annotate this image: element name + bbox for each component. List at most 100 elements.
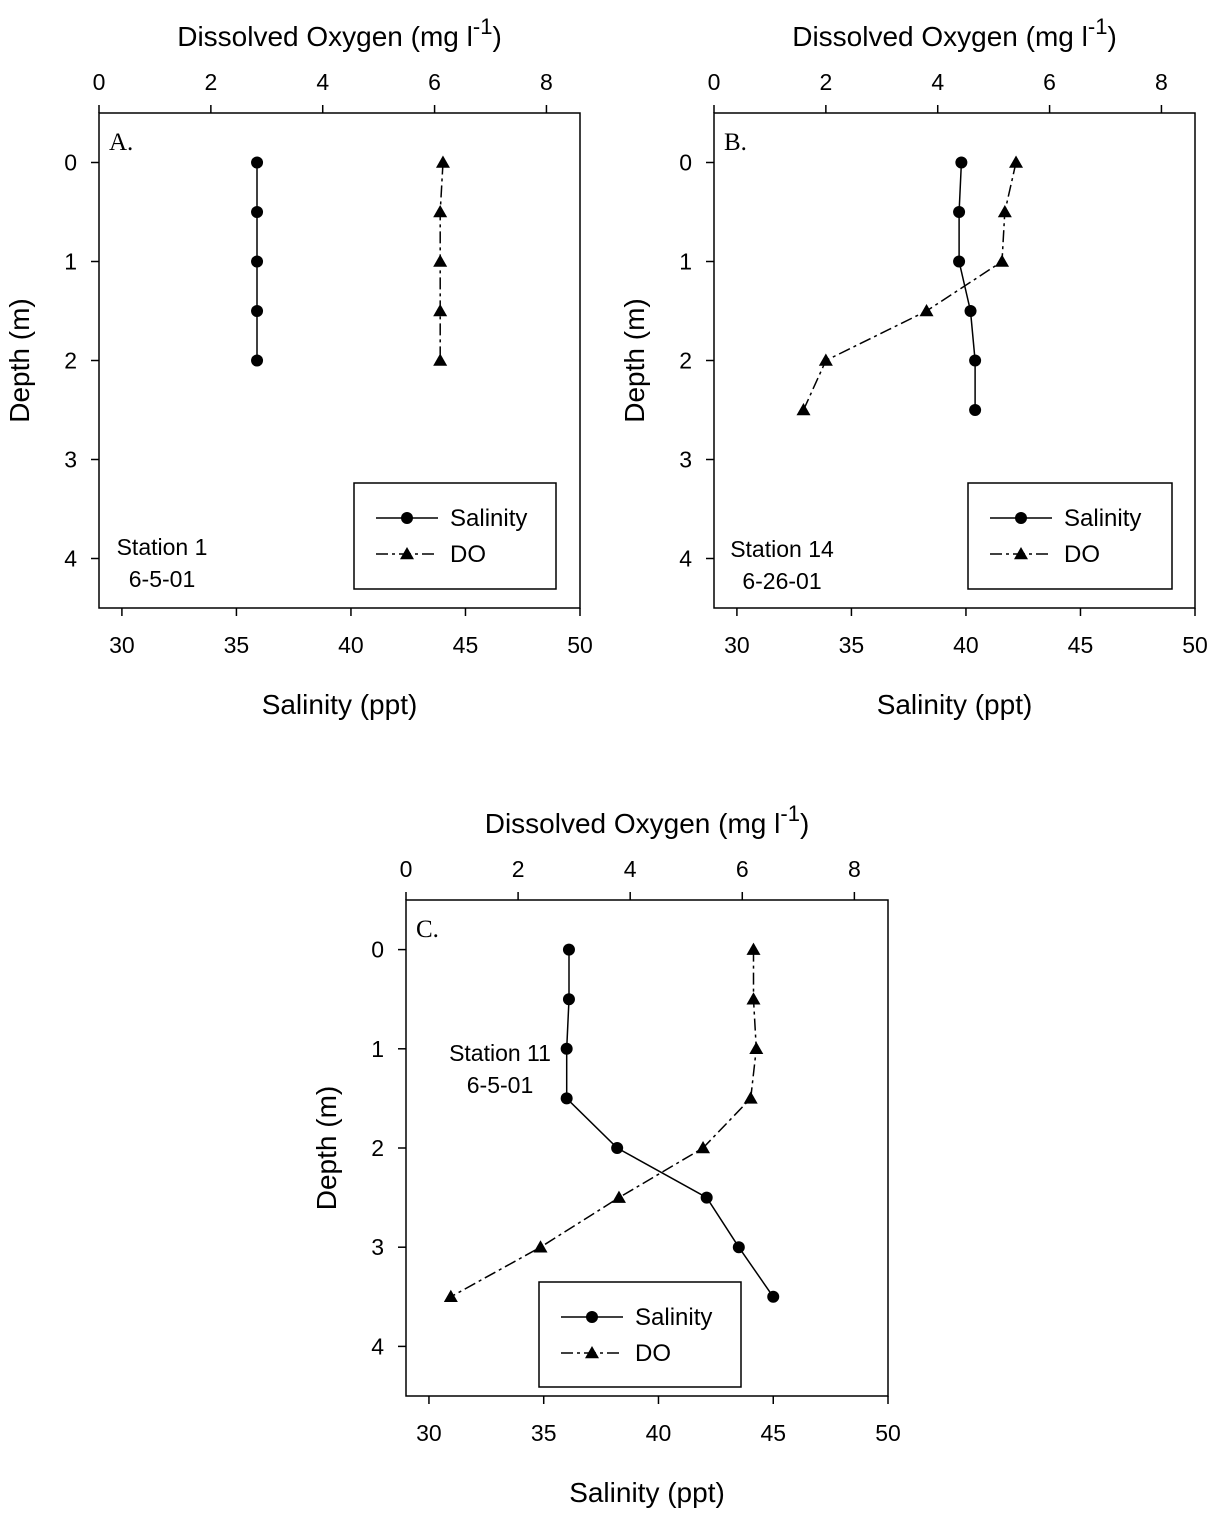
panel-letter: A. (109, 129, 133, 156)
x-bottom-tick-label: 40 (953, 632, 979, 658)
x-bottom-axis-title: Salinity (ppt) (569, 1477, 725, 1508)
y-tick-label: 0 (371, 937, 384, 963)
salinity-point (611, 1142, 624, 1154)
x-top-axis-title-main: Dissolved Oxygen (mg l (177, 21, 473, 52)
x-bottom-tick-label: 45 (760, 1420, 786, 1446)
x-top-axis-title-sup: -1 (1088, 14, 1108, 39)
x-bottom-tick-label: 35 (224, 632, 250, 658)
x-top-tick-label: 8 (1155, 69, 1168, 95)
legend-box (967, 482, 1173, 590)
salinity-point (700, 1191, 713, 1204)
x-top-axis-title-end: ) (1107, 21, 1116, 52)
salinity-point (251, 354, 264, 367)
salinity-point (251, 156, 264, 169)
legend-salinity-marker (586, 1311, 598, 1323)
x-bottom-tick-label: 30 (724, 632, 750, 658)
do-point (997, 205, 1012, 218)
chart-panel-a: 30 35 40 45 50 0 2 4 6 8 0 1 2 3 4 Dissolved Oxygen (mg… (4, 14, 593, 720)
x-bottom-tick-label: 30 (109, 632, 135, 658)
legend: Salinity DO (967, 482, 1173, 590)
y-tick-label: 1 (679, 249, 692, 275)
x-top-tick-label: 0 (708, 69, 721, 95)
x-top-tick-label: 0 (93, 69, 106, 95)
y-axis-title: Depth (m) (4, 298, 35, 422)
series-line-salinity (565, 949, 774, 1298)
y-tick-label: 4 (371, 1333, 384, 1359)
do-point (443, 1289, 458, 1303)
x-bottom-tick-label: 50 (1182, 632, 1208, 658)
legend-label-salinity: Salinity (450, 505, 527, 532)
salinity-point (251, 255, 264, 268)
chart-panel-c: 30 35 40 45 50 0 2 4 6 8 0 1 2 3 4 Dissolved Oxygen (mg… (311, 801, 901, 1508)
station-label: Station 11 (449, 1040, 551, 1066)
salinity-point (560, 1092, 573, 1105)
x-bottom-tick-label: 50 (875, 1420, 901, 1446)
do-point (818, 353, 833, 366)
station-date: 6-5-01 (467, 1072, 533, 1098)
legend-label-do: DO (450, 541, 486, 568)
legend: Salinity DO (538, 1281, 742, 1388)
x-top-tick-label: 6 (736, 856, 749, 882)
legend-do-marker (585, 1346, 599, 1359)
y-tick-label: 2 (64, 348, 77, 374)
salinity-point (964, 305, 977, 317)
x-top-axis-title: Dissolved Oxygen (mg l-1) (177, 14, 502, 52)
salinity-point (732, 1241, 745, 1254)
salinity-point (562, 943, 575, 956)
y-tick-label: 2 (371, 1135, 384, 1161)
legend-box (353, 482, 557, 590)
do-point (746, 992, 761, 1005)
x-bottom-axis-title: Salinity (ppt) (877, 689, 1033, 720)
chart-panel-b: 30 35 40 45 50 0 2 4 6 8 0 1 2 3 4 Dissolved Oxygen (mg… (619, 14, 1208, 720)
legend-label-do: DO (635, 1340, 671, 1367)
x-bottom-tick-label: 50 (567, 632, 593, 658)
do-point (696, 1141, 711, 1154)
x-top-tick-label: 4 (931, 69, 944, 95)
series-line-salinity (958, 162, 976, 410)
legend-label-do: DO (1064, 541, 1100, 568)
x-top-axis-title: Dissolved Oxygen (mg l-1) (485, 801, 810, 839)
legend-label-salinity: Salinity (1064, 505, 1141, 532)
salinity-point (953, 206, 966, 218)
legend-do-marker (1014, 547, 1028, 560)
do-point (749, 1041, 764, 1055)
y-tick-label: 3 (679, 447, 692, 473)
do-point (433, 353, 448, 366)
series-line-do (802, 162, 1017, 411)
salinity-point (251, 305, 264, 317)
station-date: 6-26-01 (742, 568, 821, 594)
do-point (433, 304, 448, 317)
x-top-axis-title: Dissolved Oxygen (mg l-1) (792, 14, 1117, 52)
do-point (743, 1091, 758, 1104)
panel-letter: B. (724, 129, 747, 156)
y-tick-label: 1 (371, 1036, 384, 1062)
y-tick-label: 2 (679, 348, 692, 374)
x-bottom-tick-label: 40 (646, 1420, 672, 1446)
do-point (796, 403, 811, 416)
x-top-tick-label: 6 (1043, 69, 1056, 95)
station-date: 6-5-01 (129, 566, 195, 592)
legend-salinity-marker (401, 512, 413, 524)
y-tick-label: 4 (64, 546, 77, 572)
legend-box (538, 1281, 742, 1388)
salinity-point (251, 206, 264, 218)
series-line-do (450, 949, 758, 1298)
x-bottom-tick-label: 45 (1068, 632, 1094, 658)
salinity-point (969, 354, 982, 367)
y-tick-label: 3 (371, 1234, 384, 1260)
do-point (1009, 155, 1024, 168)
do-point (433, 254, 448, 267)
x-top-tick-label: 2 (204, 69, 217, 95)
do-point (435, 155, 450, 168)
legend-do-marker (400, 547, 414, 560)
do-point (533, 1240, 548, 1253)
y-tick-label: 3 (64, 447, 77, 473)
salinity-point (560, 1042, 573, 1055)
x-top-axis-title-main: Dissolved Oxygen (mg l (485, 808, 781, 839)
station-label: Station 14 (730, 536, 834, 562)
panel-letter: C. (416, 916, 439, 943)
do-point (919, 304, 934, 317)
x-bottom-tick-label: 35 (531, 1420, 557, 1446)
do-point (611, 1190, 626, 1203)
